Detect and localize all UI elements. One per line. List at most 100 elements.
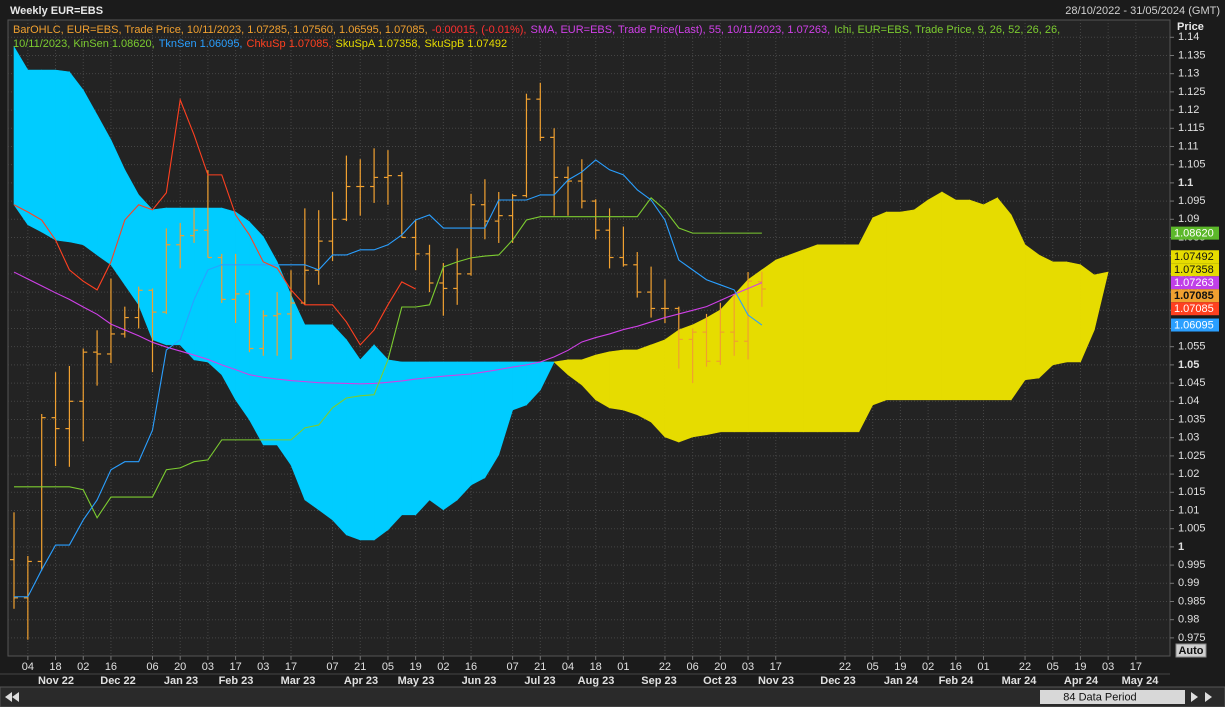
y-tick-label: 1.14: [1178, 31, 1199, 43]
cloud-segment: [664, 329, 680, 443]
month-label: Apr 24: [1064, 675, 1099, 687]
price-badge: [1171, 263, 1219, 277]
x-tick-label: 07: [506, 661, 518, 673]
x-tick-label: 01: [977, 661, 989, 673]
x-tick-label: 21: [534, 661, 546, 673]
period-label: 84 Data Period: [1063, 691, 1136, 703]
cloud-segment: [207, 207, 223, 376]
month-label: Apr 23: [344, 675, 378, 687]
cloud-segment: [221, 207, 236, 400]
cloud-segment: [969, 199, 984, 401]
auto-label[interactable]: Auto: [1178, 645, 1203, 657]
price-badge: [1171, 250, 1219, 264]
y-tick-label: 1.04: [1178, 395, 1199, 407]
legend-entry: Ichi, EUR=EBS, Trade Price, 9, 26, 52, 2…: [834, 24, 1061, 36]
scroll-right[interactable]: [1205, 692, 1212, 702]
cloud-segment: [41, 69, 56, 241]
auto-button[interactable]: [1175, 643, 1207, 658]
y-tick-label: 1.135: [1178, 49, 1206, 61]
month-label: Nov 22: [38, 675, 74, 687]
cloud-segment: [830, 244, 846, 433]
cloud-segment: [166, 207, 181, 346]
legend-entry: 10/11/2023, KinSen 1.08620,: [13, 38, 155, 50]
cloud-segment: [692, 317, 707, 438]
legend-entry: SMA, EUR=EBS, Trade Price(Last), 55, 10/…: [530, 24, 831, 36]
legend: BarOHLC, EUR=EBS, Trade Price, 10/11/202…: [13, 23, 1064, 51]
price-badge: [1171, 302, 1219, 316]
x-tick-label: 22: [1019, 661, 1031, 673]
month-label: Dec 22: [100, 675, 135, 687]
cloud-segment: [470, 361, 486, 486]
price-badge: [1171, 276, 1219, 290]
cloud-segment: [1094, 271, 1109, 331]
cloud-segment: [1038, 254, 1054, 379]
price-badge-label: 1.08620: [1174, 228, 1214, 240]
x-tick-label: 17: [229, 661, 241, 673]
x-tick-label: 05: [867, 661, 879, 673]
x-tick-label: 19: [410, 661, 422, 673]
scrollbar[interactable]: [0, 686, 1225, 707]
y-tick-label: 1.09: [1178, 213, 1199, 225]
cloud-segment: [304, 324, 320, 511]
y-tick-label: 1.01: [1178, 504, 1199, 516]
cloud-segment: [262, 236, 278, 446]
cloud-segment: [595, 351, 610, 409]
y-tick-label: 1.045: [1178, 377, 1206, 389]
y-tick-label: 1.025: [1178, 450, 1206, 462]
cloud-segment: [872, 211, 887, 406]
cloud-segment: [276, 261, 292, 466]
scroll-left-fast[interactable]: [5, 692, 12, 702]
y-tick-label: 1.11: [1178, 140, 1199, 152]
chart-title: Weekly EUR=EBS: [10, 5, 103, 17]
cloud-segment: [913, 199, 929, 401]
cloud-segment: [747, 269, 763, 433]
cloud-segment: [13, 45, 29, 226]
price-badge-label: 1.07263: [1174, 277, 1214, 289]
scroll-right[interactable]: [1191, 692, 1198, 702]
cloud-segment: [997, 196, 1012, 401]
legend-row: 10/11/2023, KinSen 1.08620, TknSen 1.0609…: [13, 37, 1064, 51]
cloud-segment: [249, 221, 264, 446]
x-tick-label: 21: [354, 661, 366, 673]
y-tick-label: 1.005: [1178, 523, 1206, 535]
x-tick-label: 17: [285, 661, 297, 673]
price-badge: [1171, 226, 1219, 240]
month-label: May 23: [398, 675, 435, 687]
x-tick-label: 16: [465, 661, 477, 673]
cloud-segment: [983, 197, 998, 401]
cloud-segment: [387, 359, 403, 531]
y-tick-label: 1.055: [1178, 341, 1206, 353]
x-tick-label: 16: [950, 661, 962, 673]
x-tick-label: 02: [922, 661, 934, 673]
month-label: Nov 23: [758, 675, 794, 687]
cloud-segment: [82, 88, 98, 256]
y-tick-label: 1.095: [1178, 195, 1206, 207]
cloud-segment: [955, 199, 970, 401]
cloud-segment: [55, 69, 70, 243]
cloud-segment: [1010, 214, 1026, 401]
y-tick-label: 1.035: [1178, 413, 1206, 425]
price-badge-label: 1.07085: [1174, 303, 1214, 315]
price-badge-label: 1.07358: [1174, 264, 1214, 276]
cloud-segment: [678, 324, 693, 443]
cloud-segment: [844, 244, 860, 433]
y-axis-label: Price: [1177, 21, 1204, 33]
month-label: Aug 23: [578, 675, 615, 687]
scroll-left-fast[interactable]: [12, 692, 19, 702]
x-tick-label: 22: [839, 661, 851, 673]
month-label: Dec 23: [820, 675, 855, 687]
x-tick-label: 17: [770, 661, 782, 673]
cloud-segment: [789, 249, 804, 433]
scroll-thumb[interactable]: [1040, 690, 1185, 704]
cloud-segment: [650, 339, 666, 438]
cloud-segment: [858, 217, 874, 433]
y-tick-label: 0.98: [1178, 614, 1199, 626]
month-label: Feb 24: [939, 675, 975, 687]
price-badge-label: 1.06095: [1174, 319, 1214, 331]
x-tick-label: 01: [617, 661, 629, 673]
y-tick-label: 1.105: [1178, 159, 1206, 171]
cloud-segment: [359, 344, 375, 541]
price-badge: [1171, 289, 1219, 303]
indicator-line: [13, 271, 763, 385]
x-tick-label: 04: [562, 661, 574, 673]
